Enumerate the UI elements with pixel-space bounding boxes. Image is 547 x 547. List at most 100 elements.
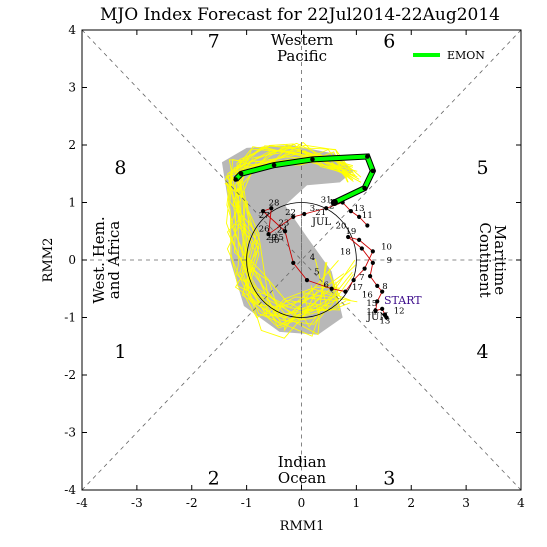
observed-track-point [382,312,388,317]
phase-number: 6 [383,31,395,53]
x-tick-label: -1 [241,496,253,510]
day-label: 24 [277,225,288,235]
ensemble-mean-point [271,162,277,168]
observed-track-point [266,232,271,237]
observed-track-point [304,278,310,283]
ensemble-member-track [226,150,351,312]
observed-track-point [260,209,266,214]
day-label: 30 [269,236,280,246]
observed-track-point [365,223,370,228]
observed-track-layer [260,200,389,320]
y-tick-label: 0 [68,253,76,267]
day-label: 28 [269,198,280,208]
observed-track-point [346,234,351,240]
day-label: 3 [310,204,315,214]
day-label: 9 [387,256,392,266]
observed-track-point [359,246,364,251]
observed-track-point [380,289,385,294]
amplitude-circle [246,202,357,318]
observed-track-point [357,237,362,242]
day-label: 23 [279,219,290,229]
y-tick-label: 4 [68,23,76,37]
ensemble-mean-layer [233,153,377,206]
phase-number: 1 [114,341,126,363]
observed-track-point [269,206,274,211]
phase-number: 4 [477,341,489,363]
phase-number: 3 [383,468,395,490]
region-bottom-line2: Ocean [278,469,327,487]
observed-track-point [370,249,375,254]
day-label: 12 [394,306,405,316]
region-labels-layer: Western Pacific Indian Ocean West. Hem. … [90,31,509,487]
day-label: 13 [354,204,365,214]
month-label-jun: JUN [366,312,388,323]
x-tick-label: 2 [407,496,415,510]
observed-track-point [291,214,296,219]
day-label: 26 [259,224,270,234]
grid-diagonal [81,29,522,491]
ensemble-member-track [227,146,354,337]
ensemble-mean-point [370,168,376,174]
ensemble-mean-point [310,157,315,162]
x-tick-label: 3 [462,496,470,510]
region-bottom-line1: Indian [278,453,327,471]
ensemble-mean-point [330,199,338,206]
start-label: START [384,294,422,307]
observed-track-point [367,274,373,279]
observed-track-point [329,286,334,291]
ensemble-members-layer [224,141,362,339]
y-axis-title: RMM2 [41,238,56,283]
day-label: 18 [340,247,351,257]
day-label: 7 [359,273,364,283]
observed-track-point [357,214,362,219]
day-label: 19 [345,227,356,237]
day-label: 6 [323,281,328,291]
observed-track-point [370,260,375,265]
y-tick-label: -3 [64,426,76,440]
region-top-line2: Pacific [277,47,327,65]
day-label: 15 [366,299,377,309]
observed-track-point [291,260,296,265]
observed-track-point [375,283,380,288]
observed-track-point [343,289,348,294]
x-tick-label: 4 [517,496,525,510]
day-label: 4 [310,253,315,263]
phase-number: 7 [208,31,220,53]
y-tick-label: -1 [64,311,76,325]
day-label: 29 [266,233,277,243]
region-right-line1: Maritime [491,225,509,295]
day-label: 27 [259,211,270,221]
y-tick-label: 3 [68,81,76,95]
x-axis-title: RMM1 [280,519,325,534]
phase-number: 5 [477,157,489,179]
y-tick-label: -4 [64,483,76,497]
chart-title: MJO Index Forecast for 22Jul2014-22Aug20… [100,5,500,25]
phase-number: 8 [114,157,126,179]
ensemble-member-track [237,155,362,325]
region-left-line1: West. Hem. [90,216,108,303]
day-label: 1 [329,198,334,208]
ensemble-mean-point [233,177,238,182]
region-top-line1: Western [271,31,334,49]
day-label: 10 [381,243,392,253]
observed-track-point [302,211,307,217]
observed-track-point [375,299,380,304]
day-label: 20 [336,221,347,231]
ensemble-mean-point [238,171,244,177]
observed-track-point [351,278,356,283]
x-tick-label: -3 [131,496,143,510]
y-tick-label: -2 [64,368,76,382]
day-label: 25 [273,233,284,243]
region-right-line2: Continent [476,222,494,297]
day-label: 16 [362,290,373,300]
phase-number: 2 [208,468,220,490]
day-label: 14 [366,308,377,318]
day-label: 31 [321,196,332,206]
month-label-jul: JUL [311,217,331,228]
region-left-line2: and Africa [105,221,123,299]
ensemble-mean-point [362,185,367,191]
legend: EMON [413,49,485,62]
observed-track-point [282,229,288,234]
